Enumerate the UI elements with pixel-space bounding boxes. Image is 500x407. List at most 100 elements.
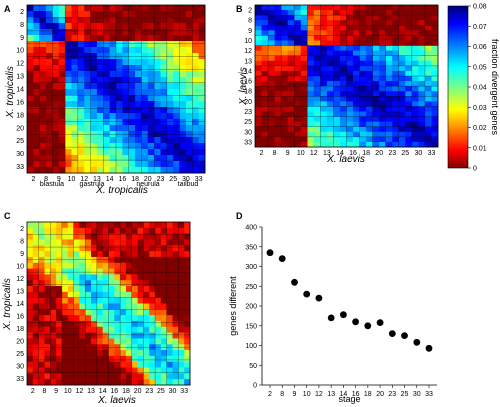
heatmap-cell (147, 143, 155, 150)
heatmap-cell (198, 29, 206, 36)
heatmap-cell (300, 96, 308, 102)
heatmap-cell (379, 96, 387, 102)
heatmap-cell (44, 379, 51, 386)
heatmap-cell (178, 332, 185, 339)
heatmap-cell (192, 155, 200, 162)
heatmap-cell (44, 373, 51, 380)
heatmap-cell (125, 227, 133, 235)
heatmap-cell (85, 350, 92, 357)
heatmap-cell (333, 55, 341, 62)
heatmap-cell (109, 101, 117, 108)
heatmap-cell (172, 326, 179, 334)
heatmap-cell (61, 280, 69, 287)
heatmap-cell (313, 40, 321, 46)
heatmap-cell (147, 167, 155, 174)
heatmap-cell (58, 71, 66, 78)
heatmap-cell (103, 113, 111, 120)
heatmap-cell (125, 251, 133, 258)
heatmap-cell (38, 280, 45, 287)
heatmap-cell (141, 5, 149, 12)
heatmap-cell (261, 70, 269, 77)
heatmap-cell (120, 326, 127, 334)
heatmap-cell (96, 291, 104, 299)
heatmap-cell (366, 121, 374, 128)
heatmap-cell (385, 15, 393, 21)
heatmap-cell (300, 15, 308, 21)
heatmap-cell (143, 274, 150, 281)
heatmap-cell (65, 35, 72, 42)
heatmap-cell (405, 131, 413, 138)
heatmap-cell (173, 155, 180, 162)
heatmap-cell (366, 76, 374, 82)
heatmap-cell (61, 227, 69, 235)
heatmap-cell (50, 309, 57, 316)
heatmap-cell (198, 101, 206, 108)
heatmap-cell (32, 338, 40, 345)
heatmap-cell (359, 30, 367, 36)
scatter-y-tick-label: 250 (245, 284, 257, 291)
heatmap-cell (109, 107, 117, 114)
heatmap-cell (120, 286, 127, 293)
heatmap-cell (255, 131, 262, 138)
heatmap-cell (71, 23, 79, 30)
heatmap-cell (268, 10, 276, 16)
heatmap-cell (179, 149, 187, 156)
heatmap-cell (44, 303, 51, 310)
heatmap-cell (135, 71, 142, 78)
heatmap-cell (418, 101, 426, 107)
heatmap-cell (90, 113, 98, 120)
heatmap-cell (39, 167, 47, 174)
heatmap-cell (154, 23, 161, 30)
heatmap-cell (52, 77, 60, 84)
heatmap-cell (149, 239, 156, 246)
heatmap-cell (32, 326, 40, 334)
heatmap-cell (178, 350, 185, 357)
heatmap-cell (261, 45, 269, 52)
heatmap-x-tick-label: 23 (145, 388, 153, 395)
heatmap-cell (149, 315, 156, 322)
heatmap-cell (135, 113, 142, 120)
heatmap-cell (418, 20, 426, 26)
heatmap-cell (77, 167, 85, 174)
heatmap-cell (346, 25, 354, 31)
heatmap-cell (198, 53, 206, 60)
heatmap-cell (91, 256, 98, 264)
heatmap-cell (294, 55, 302, 62)
heatmap-cell (116, 89, 123, 96)
heatmap-cell (372, 45, 380, 52)
heatmap-cell (166, 338, 173, 345)
heatmap-cell (172, 268, 179, 275)
heatmap-cell (114, 367, 121, 374)
heatmap-a (26, 4, 206, 174)
heatmap-cell (65, 11, 72, 18)
heatmap-cell (372, 141, 380, 148)
heatmap-cell (143, 268, 150, 275)
heatmap-cell (114, 332, 121, 339)
heatmap-cell (392, 35, 400, 41)
heatmap-a-xlabel: X. tropicalis (95, 185, 148, 196)
heatmap-cell (44, 309, 51, 316)
heatmap-cell (392, 30, 400, 36)
heatmap-cell (294, 5, 302, 11)
heatmap-cell (320, 81, 328, 87)
heatmap-cell (178, 280, 185, 287)
heatmap-cell (192, 89, 200, 96)
heatmap-cell (268, 50, 276, 57)
heatmap-cell (320, 106, 328, 112)
heatmap-cell (33, 65, 41, 72)
heatmap-y-tick-label: 14 (16, 301, 24, 308)
heatmap-cell (79, 315, 86, 322)
heatmap-cell (137, 355, 144, 363)
heatmap-cell (160, 65, 168, 72)
heatmap-y-tick-label: 20 (16, 125, 24, 132)
heatmap-cell (366, 96, 374, 102)
heatmap-cell (116, 137, 123, 144)
heatmap-cell (147, 65, 155, 72)
heatmap-cell (424, 86, 432, 92)
heatmap-cell (155, 256, 162, 264)
heatmap-cell (79, 222, 86, 229)
heatmap-cell (178, 245, 185, 252)
scatter-ylabel: genes different (228, 276, 238, 336)
heatmap-cell (398, 116, 406, 123)
heatmap-y-tick-label: 25 (244, 119, 252, 126)
